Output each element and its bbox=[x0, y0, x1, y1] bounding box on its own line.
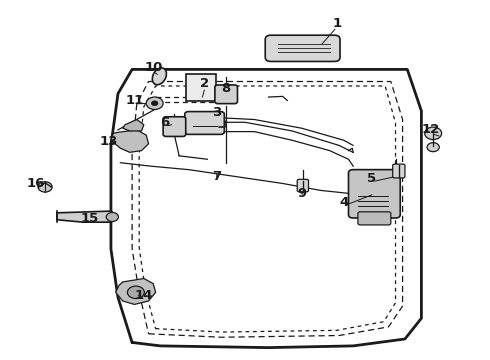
Text: 4: 4 bbox=[339, 196, 348, 209]
Polygon shape bbox=[57, 211, 116, 222]
Text: 10: 10 bbox=[144, 61, 163, 74]
FancyBboxPatch shape bbox=[186, 74, 216, 101]
FancyBboxPatch shape bbox=[348, 170, 400, 218]
Text: 8: 8 bbox=[221, 82, 231, 95]
Circle shape bbox=[127, 286, 145, 298]
Polygon shape bbox=[116, 279, 156, 305]
FancyBboxPatch shape bbox=[265, 35, 340, 62]
Text: 9: 9 bbox=[297, 187, 306, 200]
Circle shape bbox=[425, 127, 441, 140]
Text: 16: 16 bbox=[26, 177, 45, 190]
FancyBboxPatch shape bbox=[297, 179, 309, 192]
Ellipse shape bbox=[152, 68, 167, 85]
Text: 5: 5 bbox=[368, 172, 377, 185]
Text: 15: 15 bbox=[81, 212, 99, 225]
Text: 13: 13 bbox=[99, 135, 118, 148]
Circle shape bbox=[427, 143, 439, 152]
FancyBboxPatch shape bbox=[215, 85, 238, 104]
FancyBboxPatch shape bbox=[185, 112, 224, 134]
FancyBboxPatch shape bbox=[358, 212, 391, 225]
Text: 11: 11 bbox=[125, 94, 144, 107]
Circle shape bbox=[38, 182, 52, 192]
Polygon shape bbox=[122, 120, 144, 131]
Text: 14: 14 bbox=[135, 289, 153, 302]
Text: 1: 1 bbox=[332, 17, 342, 30]
Text: 12: 12 bbox=[422, 123, 440, 136]
FancyBboxPatch shape bbox=[392, 164, 405, 178]
Text: 2: 2 bbox=[200, 77, 210, 90]
Polygon shape bbox=[111, 130, 148, 152]
FancyBboxPatch shape bbox=[163, 117, 186, 136]
Text: 3: 3 bbox=[212, 106, 221, 119]
Text: 6: 6 bbox=[160, 117, 170, 130]
Text: 7: 7 bbox=[212, 170, 221, 183]
Circle shape bbox=[146, 97, 163, 109]
Circle shape bbox=[151, 101, 158, 106]
Circle shape bbox=[106, 212, 119, 221]
